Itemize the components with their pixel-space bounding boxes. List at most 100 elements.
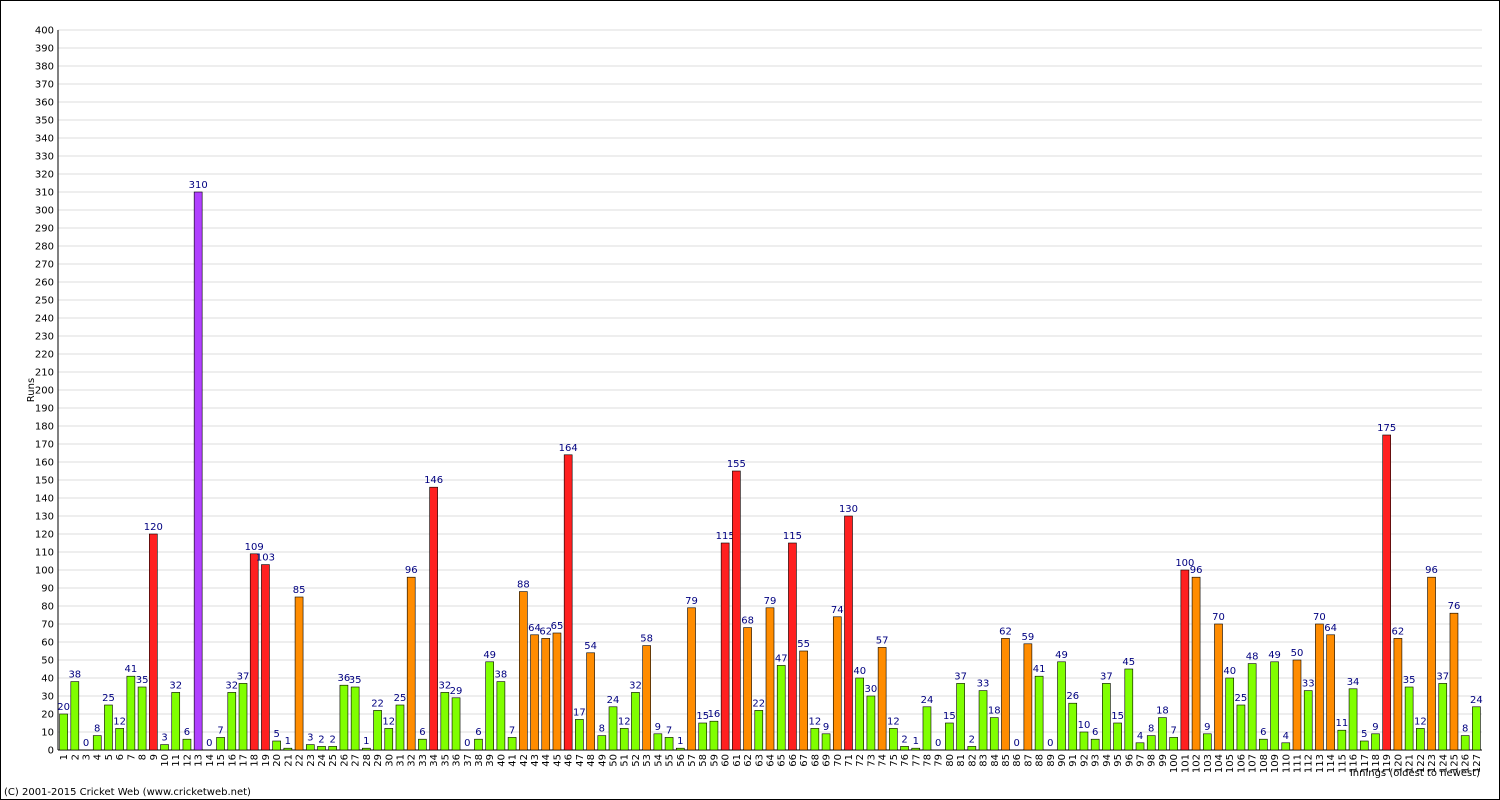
data-label: 36: [338, 673, 351, 684]
data-label: 2: [318, 734, 324, 745]
y-tick-label: 100: [35, 566, 54, 577]
bar: [193, 191, 203, 751]
bar: [900, 746, 909, 751]
bar: [1023, 643, 1033, 751]
x-tick-label: 126: [1461, 754, 1472, 773]
data-label: 18: [988, 706, 1001, 717]
data-label: 96: [1190, 565, 1203, 576]
data-label: 65: [551, 621, 564, 632]
data-label: 22: [752, 698, 765, 709]
bar: [1124, 668, 1134, 751]
x-tick-label: 103: [1203, 754, 1214, 773]
y-tick-label: 10: [41, 728, 54, 739]
x-tick-label: 52: [631, 754, 642, 767]
data-label: 37: [954, 671, 967, 682]
x-tick-label: 73: [866, 754, 877, 767]
bar: [776, 665, 786, 751]
bar: [70, 681, 80, 751]
bar: [317, 746, 326, 751]
x-tick-label: 91: [1068, 754, 1079, 767]
bar: [855, 677, 865, 751]
bar: [1191, 576, 1201, 751]
data-label: 24: [1470, 695, 1483, 706]
x-tick-label: 106: [1236, 754, 1247, 773]
data-label: 12: [382, 716, 395, 727]
bar: [967, 746, 977, 751]
bar: [137, 686, 147, 751]
x-tick-label: 65: [777, 754, 788, 767]
x-tick-label: 78: [922, 754, 933, 767]
bar: [216, 737, 225, 751]
bar: [889, 728, 898, 751]
data-label: 0: [464, 738, 470, 749]
data-label: 10: [1078, 720, 1091, 731]
x-tick-label: 35: [440, 754, 451, 767]
y-tick-label: 90: [41, 584, 54, 595]
bar: [619, 728, 629, 751]
data-label: 25: [102, 693, 115, 704]
x-tick-label: 7: [126, 754, 137, 760]
data-label: 49: [1055, 650, 1068, 661]
bar: [1337, 729, 1347, 751]
y-tick-label: 220: [35, 350, 54, 361]
data-label: 33: [1302, 679, 1315, 690]
x-tick-label: 101: [1180, 754, 1191, 773]
data-label: 7: [509, 725, 515, 736]
bar: [519, 591, 528, 751]
bar: [653, 733, 663, 751]
data-label: 35: [136, 675, 149, 686]
data-label: 0: [206, 738, 212, 749]
x-tick-label: 85: [1001, 754, 1012, 767]
data-label: 6: [184, 727, 190, 738]
x-tick-label: 93: [1091, 754, 1102, 767]
bar: [92, 735, 102, 751]
y-tick-label: 300: [35, 206, 54, 217]
data-label: 6: [1260, 727, 1266, 738]
bar: [978, 690, 988, 751]
bar: [406, 576, 416, 751]
x-tick-label: 105: [1225, 754, 1236, 773]
bar: [989, 717, 999, 751]
data-label: 12: [887, 716, 900, 727]
y-tick-label: 140: [35, 494, 54, 505]
y-tick-label: 60: [41, 638, 54, 649]
bar: [328, 746, 338, 751]
y-tick-label: 80: [41, 602, 54, 613]
x-tick-label: 118: [1371, 754, 1382, 773]
y-tick-label: 360: [35, 98, 54, 109]
bar: [238, 683, 248, 751]
data-label: 8: [1148, 724, 1154, 735]
x-tick-label: 38: [474, 754, 485, 767]
bar: [350, 686, 360, 751]
bar: [104, 704, 113, 751]
x-tick-label: 108: [1259, 754, 1270, 773]
y-tick-label: 210: [35, 368, 54, 379]
bar: [373, 710, 382, 751]
data-label: 4: [1137, 731, 1143, 742]
data-label: 1: [677, 736, 683, 747]
bar: [160, 744, 169, 751]
y-tick-label: 260: [35, 278, 54, 289]
y-tick-label: 170: [35, 440, 54, 451]
x-tick-label: 25: [328, 754, 339, 767]
data-label: 2: [969, 734, 975, 745]
bar: [496, 681, 506, 751]
data-label: 41: [125, 664, 138, 675]
x-tick-label: 96: [1124, 754, 1135, 767]
x-tick-label: 67: [799, 754, 810, 767]
data-label: 175: [1377, 423, 1396, 434]
x-tick-label: 59: [709, 754, 720, 767]
data-label: 9: [655, 722, 661, 733]
bar: [227, 692, 237, 751]
data-label: 15: [943, 711, 956, 722]
bar: [1259, 738, 1268, 751]
data-label: 155: [727, 459, 746, 470]
x-tick-label: 9: [149, 754, 160, 760]
x-tick-label: 1: [59, 754, 70, 760]
bar: [440, 692, 450, 751]
data-label: 48: [1246, 652, 1259, 663]
data-label: 34: [1347, 677, 1360, 688]
bar: [1001, 638, 1010, 751]
data-label: 0: [1047, 738, 1053, 749]
data-label: 103: [256, 553, 275, 564]
